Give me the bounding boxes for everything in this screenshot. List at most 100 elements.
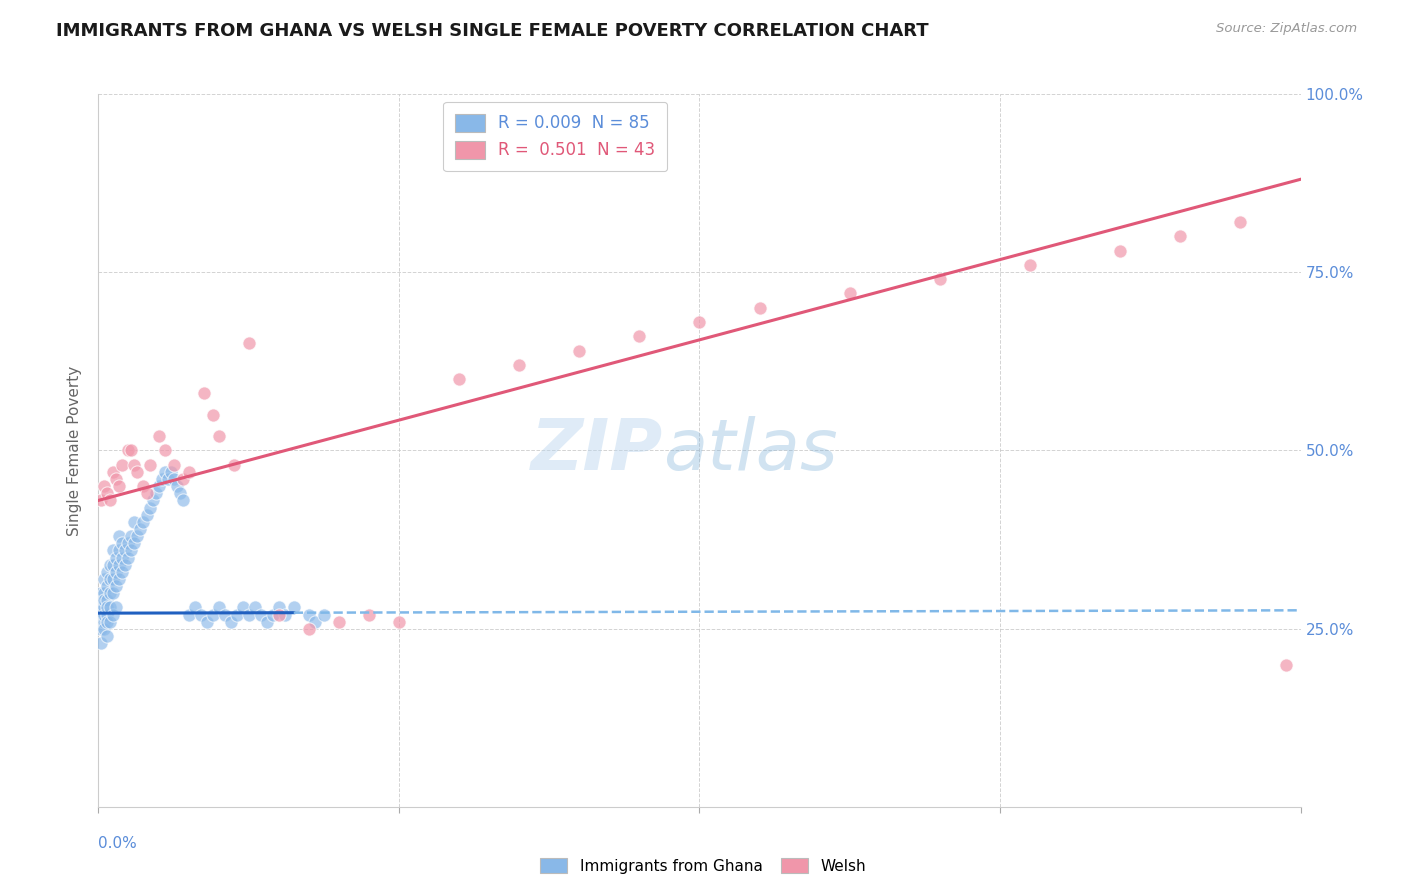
Point: [124, 515, 146, 529]
Point: [100, 572, 122, 586]
Point: [172, 472, 194, 486]
Text: atlas: atlas: [664, 416, 838, 485]
Point: [117, 550, 139, 565]
Point: [1019, 258, 1042, 272]
Point: [121, 529, 143, 543]
Point: [508, 358, 530, 372]
Point: [568, 343, 591, 358]
Point: [103, 607, 125, 622]
Legend: Immigrants from Ghana, Welsh: Immigrants from Ghana, Welsh: [534, 852, 872, 880]
Text: IMMIGRANTS FROM GHANA VS WELSH SINGLE FEMALE POVERTY CORRELATION CHART: IMMIGRANTS FROM GHANA VS WELSH SINGLE FE…: [56, 22, 929, 40]
Point: [150, 472, 173, 486]
Point: [132, 515, 155, 529]
Point: [172, 493, 194, 508]
Point: [111, 458, 134, 472]
Point: [388, 615, 411, 629]
Point: [100, 586, 122, 600]
Point: [96, 579, 118, 593]
Point: [93, 615, 115, 629]
Point: [243, 600, 266, 615]
Point: [208, 600, 231, 615]
Point: [96, 615, 118, 629]
Text: 0.0%: 0.0%: [98, 836, 138, 851]
Point: [100, 558, 122, 572]
Point: [105, 550, 128, 565]
Point: [208, 429, 231, 443]
Point: [103, 586, 125, 600]
Point: [628, 329, 651, 343]
Point: [256, 615, 278, 629]
Point: [141, 493, 163, 508]
Point: [135, 508, 157, 522]
Point: [96, 607, 118, 622]
Point: [93, 572, 115, 586]
Point: [153, 443, 176, 458]
Point: [135, 486, 157, 500]
Point: [96, 593, 118, 607]
Point: [105, 579, 128, 593]
Point: [177, 607, 200, 622]
Point: [1274, 657, 1296, 672]
Point: [190, 607, 212, 622]
Point: [929, 272, 952, 286]
Point: [166, 479, 188, 493]
Point: [689, 315, 711, 329]
Point: [111, 536, 134, 550]
Point: [156, 472, 179, 486]
Point: [177, 465, 200, 479]
Point: [262, 607, 284, 622]
Point: [183, 600, 205, 615]
Point: [108, 572, 131, 586]
Point: [90, 636, 112, 650]
Point: [108, 558, 131, 572]
Point: [117, 443, 139, 458]
Y-axis label: Single Female Poverty: Single Female Poverty: [67, 366, 83, 535]
Point: [132, 479, 155, 493]
Point: [103, 543, 125, 558]
Point: [93, 600, 115, 615]
Point: [145, 486, 167, 500]
Point: [298, 607, 321, 622]
Point: [838, 286, 860, 301]
Point: [108, 529, 131, 543]
Point: [124, 536, 146, 550]
Text: ZIP: ZIP: [531, 416, 664, 485]
Text: Source: ZipAtlas.com: Source: ZipAtlas.com: [1216, 22, 1357, 36]
Point: [114, 558, 136, 572]
Point: [96, 629, 118, 643]
Point: [105, 600, 128, 615]
Point: [90, 622, 112, 636]
Point: [267, 607, 290, 622]
Point: [121, 443, 143, 458]
Point: [105, 565, 128, 579]
Point: [219, 615, 242, 629]
Point: [90, 607, 112, 622]
Point: [1109, 244, 1132, 258]
Point: [1229, 215, 1251, 229]
Point: [114, 543, 136, 558]
Point: [298, 622, 321, 636]
Point: [108, 479, 131, 493]
Point: [111, 550, 134, 565]
Point: [90, 600, 112, 615]
Point: [129, 522, 152, 536]
Point: [357, 607, 380, 622]
Point: [108, 543, 131, 558]
Point: [100, 600, 122, 615]
Legend: R = 0.009  N = 85, R =  0.501  N = 43: R = 0.009 N = 85, R = 0.501 N = 43: [443, 102, 666, 171]
Point: [159, 465, 181, 479]
Point: [193, 386, 215, 401]
Point: [96, 600, 118, 615]
Point: [117, 536, 139, 550]
Point: [195, 615, 218, 629]
Point: [447, 372, 470, 386]
Point: [121, 543, 143, 558]
Point: [162, 472, 184, 486]
Point: [201, 408, 224, 422]
Point: [93, 479, 115, 493]
Point: [103, 465, 125, 479]
Point: [267, 600, 290, 615]
Point: [103, 558, 125, 572]
Point: [103, 572, 125, 586]
Point: [1170, 229, 1192, 244]
